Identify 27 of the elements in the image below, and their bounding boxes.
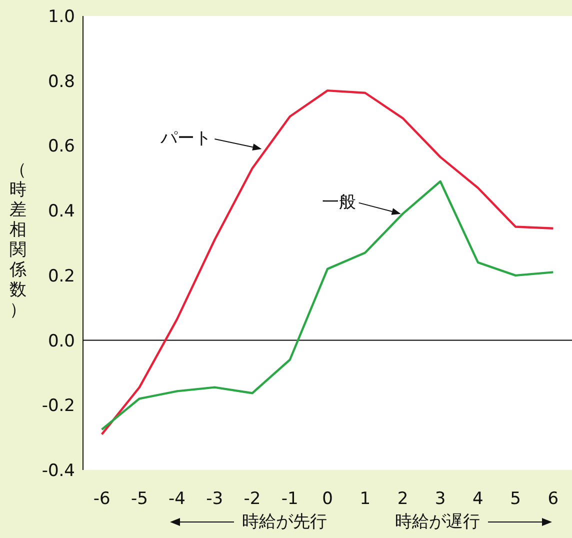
x-tick-label: 4 bbox=[472, 489, 484, 510]
line-series bbox=[100, 180, 554, 431]
y-tick-label: 1.0 bbox=[48, 7, 75, 28]
x-tick-label: 2 bbox=[397, 489, 408, 510]
x-tick-label: -6 bbox=[93, 489, 110, 510]
y-tick-label: -0.2 bbox=[42, 396, 75, 416]
x-tick-label: -5 bbox=[130, 489, 148, 510]
y-tick-label: 0.8 bbox=[48, 72, 75, 92]
y-tick-label: 0.0 bbox=[48, 331, 75, 352]
x-tick-label: 3 bbox=[434, 489, 446, 510]
x-tick-label: 0 bbox=[322, 489, 333, 510]
annotation: パート bbox=[160, 128, 212, 149]
y-tick-label: 0.4 bbox=[48, 202, 75, 222]
x-tick-label: -2 bbox=[244, 489, 261, 510]
x-tick-label: 1 bbox=[360, 489, 371, 510]
x-tick-label: 6 bbox=[548, 489, 559, 510]
line-series bbox=[100, 89, 554, 436]
y-tick-label: 0.2 bbox=[48, 266, 75, 286]
x-tick-label: -4 bbox=[168, 489, 186, 510]
annotation: 一般 bbox=[322, 192, 356, 212]
x-tick-label: -3 bbox=[206, 489, 224, 510]
x-axis-title: 時給が先行 時給が遅行 bbox=[242, 512, 480, 532]
x-tick-label: 5 bbox=[510, 489, 521, 510]
y-tick-label: 0.6 bbox=[48, 136, 75, 157]
y-axis-title: （時差相関係数） bbox=[8, 160, 28, 320]
y-tick-label: -0.4 bbox=[42, 461, 75, 482]
x-tick-label: -1 bbox=[281, 489, 298, 510]
